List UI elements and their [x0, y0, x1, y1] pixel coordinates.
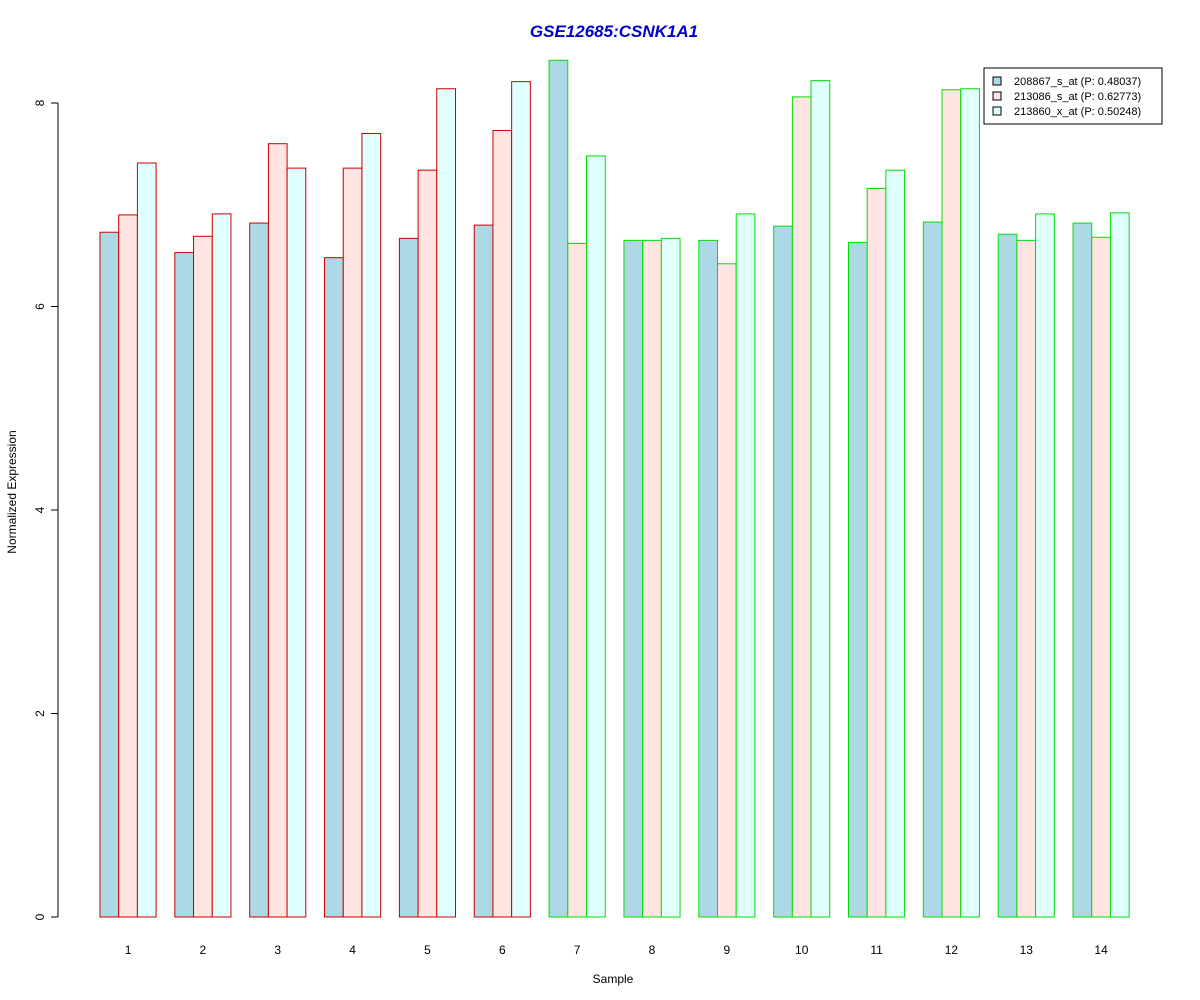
bar — [623, 239, 644, 918]
bar — [1016, 239, 1037, 918]
bar — [417, 169, 438, 918]
x-tick-label: 11 — [870, 943, 883, 957]
legend-swatch — [992, 91, 1002, 101]
x-axis-label: Sample — [593, 972, 634, 986]
bar — [941, 89, 962, 918]
bar — [1109, 212, 1130, 918]
y-tick-label: 6 — [33, 303, 47, 310]
x-tick-label: 6 — [499, 943, 506, 957]
x-tick-label: 3 — [274, 943, 281, 957]
bar — [698, 239, 718, 918]
legend-swatch — [992, 76, 1002, 86]
bar — [791, 96, 812, 918]
y-axis-label: Normalized Expression — [5, 430, 19, 553]
bar — [174, 252, 195, 918]
x-tick-labels: 1 2 3 4 5 6 7 8 9 10 11 12 13 14 — [125, 943, 1108, 957]
bar — [866, 187, 887, 918]
legend-box — [983, 67, 1163, 125]
y-tick-label: 2 — [33, 710, 47, 717]
x-tick-label: 2 — [200, 943, 207, 957]
x-tick-label: 1 — [125, 943, 132, 957]
bar — [810, 80, 831, 918]
bar — [398, 237, 419, 918]
legend-label: 213860_x_at (P: 0.50248) — [1014, 106, 1141, 118]
bar — [885, 169, 906, 918]
bar — [960, 88, 980, 918]
bar — [660, 237, 681, 918]
bar — [286, 167, 307, 918]
bar — [717, 263, 737, 918]
legend-label: 213086_s_at (P: 0.62773) — [1014, 91, 1141, 103]
x-tick-label: 13 — [1020, 943, 1034, 957]
bar — [249, 222, 269, 918]
bar — [922, 221, 943, 918]
bar — [997, 233, 1018, 918]
bar — [1072, 222, 1093, 918]
x-tick-label: 9 — [724, 943, 731, 957]
bar — [436, 88, 456, 918]
x-tick-label: 12 — [945, 943, 959, 957]
bar — [586, 155, 606, 918]
bar — [511, 81, 531, 918]
bar — [136, 162, 157, 918]
bar — [361, 133, 382, 918]
x-tick-label: 7 — [574, 943, 581, 957]
y-tick-label: 0 — [33, 913, 47, 920]
bar — [492, 129, 513, 918]
x-tick-label: 8 — [649, 943, 656, 957]
y-tick-label: 8 — [33, 99, 47, 106]
bar — [773, 225, 793, 918]
bars-layer — [99, 59, 1130, 918]
bar — [473, 224, 494, 918]
bar — [642, 239, 662, 918]
bar — [324, 257, 344, 918]
bar — [567, 242, 587, 918]
x-tick-label: 14 — [1094, 943, 1108, 957]
bar — [99, 231, 120, 918]
bar — [848, 241, 868, 918]
x-tick-label: 10 — [795, 943, 809, 957]
legend-label: 208867_s_at (P: 0.48037) — [1014, 76, 1141, 88]
chart-title: GSE12685:CSNK1A1 — [530, 22, 698, 41]
y-axis: 0 2 4 6 8 — [33, 99, 59, 920]
bar — [211, 213, 232, 918]
bar — [1091, 236, 1111, 918]
bar — [548, 59, 569, 918]
legend: 208867_s_at (P: 0.48037) 213086_s_at (P: … — [983, 67, 1163, 125]
y-tick-label: 4 — [33, 506, 47, 513]
bar — [735, 213, 756, 918]
bar — [118, 214, 138, 918]
legend-swatch — [992, 106, 1002, 116]
bar — [342, 167, 363, 918]
bar — [1035, 213, 1055, 918]
x-tick-label: 4 — [349, 943, 356, 957]
bar — [193, 235, 213, 918]
x-tick-label: 5 — [424, 943, 431, 957]
bar — [267, 143, 288, 918]
